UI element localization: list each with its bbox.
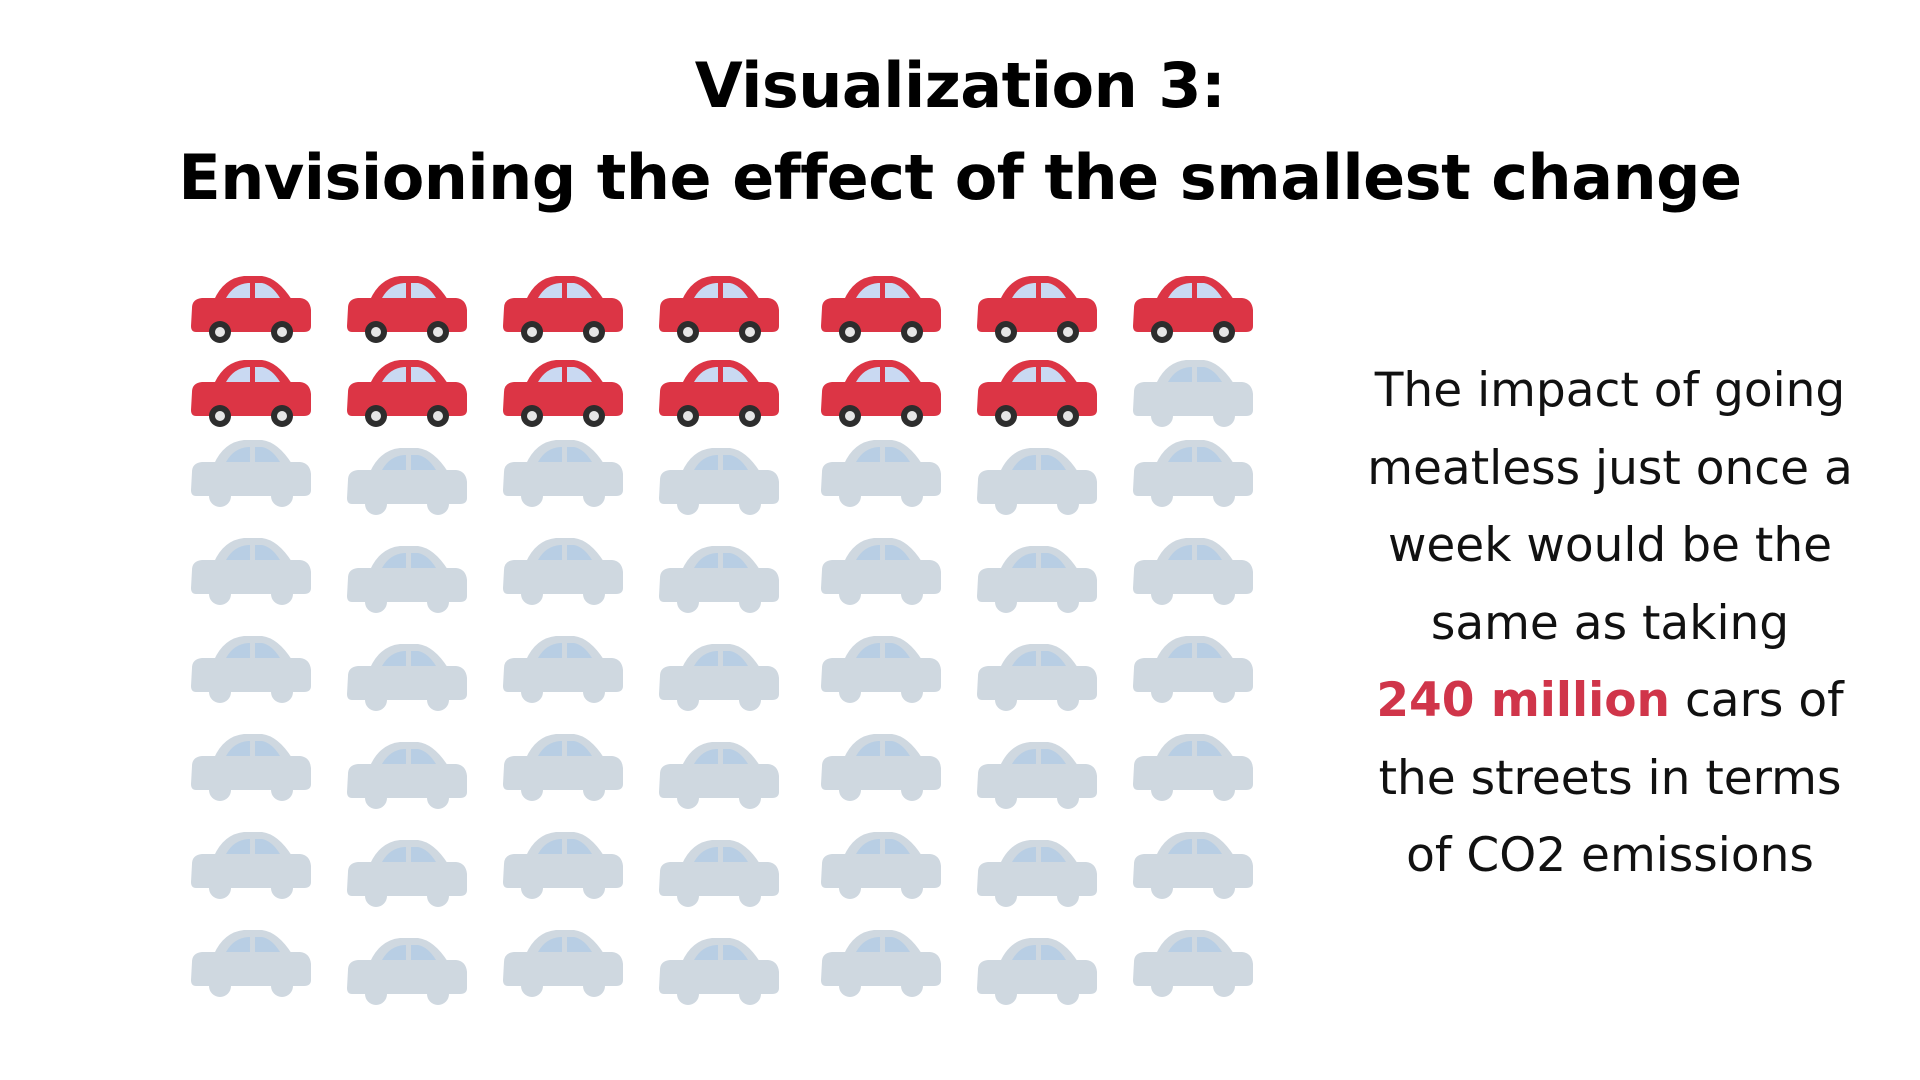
car-icon-faded (659, 742, 779, 809)
car-icon-faded (1133, 360, 1253, 427)
caption-line-5-rest: cars of (1670, 673, 1844, 728)
car-icon-faded (977, 546, 1097, 613)
car-icon-highlighted (821, 360, 941, 427)
caption-highlight-value: 240 million (1376, 673, 1670, 728)
car-icon-faded (503, 538, 623, 605)
car-icon-faded (503, 636, 623, 703)
car-icon-faded (347, 938, 467, 1005)
caption-line-6: the streets in terms (1378, 750, 1842, 806)
caption-line-7: of CO2 emissions (1406, 828, 1814, 883)
car-icon-highlighted (503, 360, 623, 427)
car-icon-faded (659, 546, 779, 613)
car-icon-highlighted (347, 276, 467, 343)
caption-line-1: The impact of going (1374, 363, 1846, 418)
car-icon-faded (347, 448, 467, 515)
car-icon-faded (659, 644, 779, 711)
car-icon-faded (821, 832, 941, 899)
car-icon-faded (1133, 636, 1253, 703)
car-icon-faded (347, 840, 467, 907)
car-icon-faded (347, 546, 467, 613)
car-icon-faded (659, 448, 779, 515)
car-icon-faded (977, 644, 1097, 711)
caption-line-2: meatless just once a (1367, 440, 1853, 496)
car-icon-faded (503, 832, 623, 899)
car-icon-faded (821, 636, 941, 703)
car-icon-faded (821, 930, 941, 997)
car-icon-highlighted (821, 276, 941, 343)
car-icon-highlighted (659, 276, 779, 343)
car-icon-highlighted (191, 276, 311, 343)
caption-line-5: 240 million cars of (1320, 662, 1900, 740)
car-icon-faded (1133, 930, 1253, 997)
car-icon-faded (191, 734, 311, 801)
car-icon-highlighted (977, 276, 1097, 343)
caption-line-3: week would be the (1387, 518, 1833, 573)
car-icon-faded (347, 742, 467, 809)
car-icon-faded (1133, 538, 1253, 605)
car-icon-faded (503, 440, 623, 507)
car-pictograph (191, 276, 1253, 1005)
car-icon-faded (977, 448, 1097, 515)
car-icon-highlighted (503, 276, 623, 343)
car-icon-highlighted (977, 360, 1097, 427)
car-icon-highlighted (1133, 276, 1253, 343)
caption-text: The impact of going meatless just once a… (1320, 352, 1900, 895)
car-icon-faded (1133, 734, 1253, 801)
car-icon-faded (503, 734, 623, 801)
car-icon-faded (191, 832, 311, 899)
car-icon-faded (821, 734, 941, 801)
car-icon-faded (503, 930, 623, 997)
car-icon-faded (191, 538, 311, 605)
car-icon-faded (821, 440, 941, 507)
car-icon-highlighted (347, 360, 467, 427)
car-icon-faded (347, 644, 467, 711)
title-line-2: Envisioning the effect of the smallest c… (178, 141, 1742, 214)
car-icon-highlighted (191, 360, 311, 427)
caption-line-4: same as taking (1430, 595, 1790, 651)
car-icon-highlighted (659, 360, 779, 427)
car-icon-faded (191, 930, 311, 997)
car-icon-faded (1133, 832, 1253, 899)
chart-title: Visualization 3: Envisioning the effect … (0, 40, 1920, 224)
car-icon-faded (977, 742, 1097, 809)
car-icon-faded (821, 538, 941, 605)
car-icon-faded (659, 938, 779, 1005)
car-icon-faded (191, 440, 311, 507)
car-icon-faded (191, 636, 311, 703)
car-icon-faded (1133, 440, 1253, 507)
car-icon-faded (659, 840, 779, 907)
car-icon-faded (977, 938, 1097, 1005)
car-icon-faded (977, 840, 1097, 907)
title-line-1: Visualization 3: (694, 49, 1226, 122)
